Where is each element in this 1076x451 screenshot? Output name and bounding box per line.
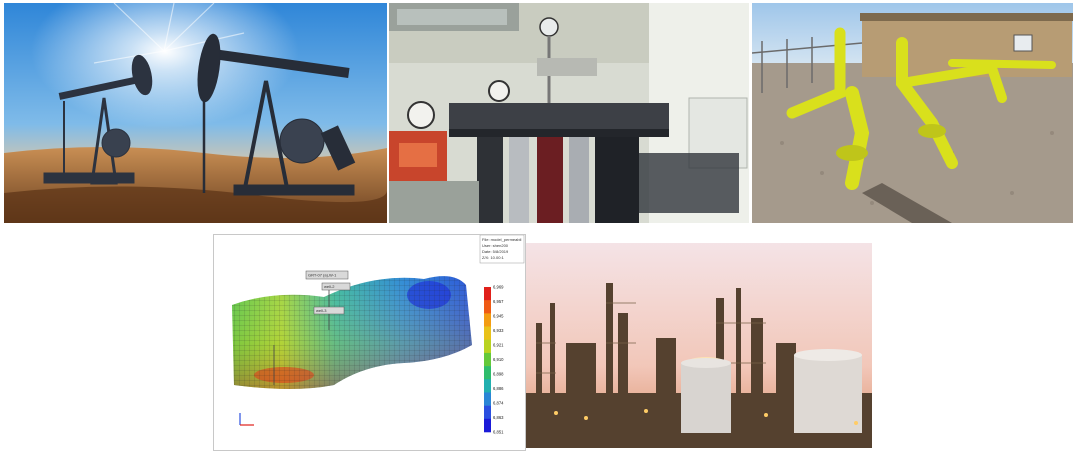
info-line-2: User: shen200 <box>482 243 509 248</box>
colorbar-tick-label: 6,921 <box>493 343 504 348</box>
refinery-photo <box>526 243 872 448</box>
colorbar-swatch <box>484 366 491 380</box>
colorbar-tick-label: 6,969 <box>493 285 504 290</box>
info-line-4: Z/X: 10.00:1 <box>482 255 505 260</box>
colorbar-tick-label: 6,851 <box>493 430 504 435</box>
colorbar-swatch <box>484 313 491 327</box>
colorbar-swatch <box>484 405 491 420</box>
colorbar-swatch <box>484 287 491 301</box>
well-label-2: well-2 <box>324 284 335 289</box>
colorbar-tick-label: 6,874 <box>493 401 504 406</box>
colorbar-swatch <box>484 392 491 406</box>
colorbar-tick-label: 6,945 <box>493 314 504 319</box>
colorbar-swatch <box>484 379 491 393</box>
colorbar-tick-label: 6,957 <box>493 299 504 304</box>
gas-pipeline-station-photo <box>752 3 1073 223</box>
colorbar-tick-label: 6,910 <box>493 357 504 362</box>
colorbar-swatch <box>484 418 491 433</box>
colorbar-tick-label: 6,933 <box>493 328 504 333</box>
colorbar-tick-label: 6,898 <box>493 372 504 377</box>
colorbar: 6,969 6,957 6,945 6,933 6,921 6,910 6,898 6,886… <box>484 285 504 435</box>
colorbar-swatch <box>484 352 491 367</box>
colorbar-tick-label: 6,886 <box>493 386 504 391</box>
colorbar-swatch <box>484 339 491 354</box>
info-line-1: File: model_permeabil <box>482 237 521 242</box>
colorbar-tick-label: 6,863 <box>493 415 504 420</box>
oil-pumpjacks-photo <box>4 3 387 223</box>
colorbar-swatch <box>484 326 491 341</box>
reservoir-simulation-figure: GRT-07 (a),W-1 well-2 well-3 File: model… <box>213 234 526 451</box>
colorbar-swatch <box>484 300 491 314</box>
axis-triad-icon <box>239 413 254 426</box>
well-label-3: well-3 <box>316 308 327 313</box>
laboratory-apparatus-photo <box>389 3 749 223</box>
well-label-1: GRT-07 (a),W-1 <box>308 273 337 278</box>
well-markers: GRT-07 (a),W-1 well-2 well-3 <box>273 270 351 385</box>
info-box: File: model_permeabil User: shen200 Date… <box>479 235 525 264</box>
info-line-3: Date: 5/8/2019 <box>482 249 509 254</box>
